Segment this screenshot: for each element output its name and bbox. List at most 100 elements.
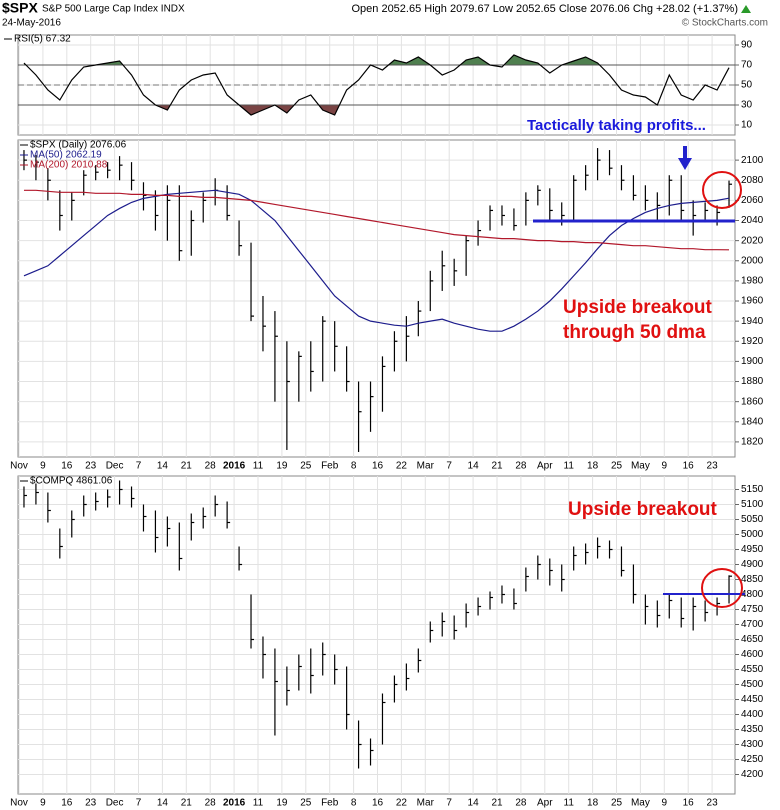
y-tick-label: 1960 <box>741 296 764 307</box>
x-tick-label: 14 <box>468 798 480 809</box>
rsi-line <box>23 54 730 116</box>
y-tick-label: 4500 <box>741 679 764 690</box>
arrow-head <box>678 158 692 170</box>
x-tick-label: 18 <box>587 798 599 809</box>
x-tick-label: 19 <box>276 798 288 809</box>
y-tick-label: 2060 <box>741 195 764 206</box>
annotation: Upside breakout <box>563 297 713 318</box>
breakout-circle <box>701 568 743 608</box>
panel <box>17 139 736 458</box>
x-tick-label: 21 <box>181 461 193 472</box>
x-tick-label: 8 <box>351 798 357 809</box>
x-tick-label: Apr <box>537 461 553 472</box>
y-tick-label: 2080 <box>741 175 764 186</box>
y-tick-label: 1940 <box>741 316 764 327</box>
x-tick-label: 9 <box>662 461 668 472</box>
legend-entry: MA(50) 2062.19 <box>30 150 102 161</box>
x-tick-label: Dec <box>106 798 124 809</box>
annotation: Upside breakout <box>568 499 718 520</box>
y-tick-label: 30 <box>741 100 753 111</box>
x-tick-label: 28 <box>515 461 527 472</box>
x-tick-label: May <box>631 798 650 809</box>
x-tick-label: 25 <box>611 461 623 472</box>
y-tick-label: 4700 <box>741 619 764 630</box>
x-tick-label: 11 <box>564 798 575 809</box>
up-icon <box>741 5 751 13</box>
x-tick-label: 11 <box>253 798 264 809</box>
x-tick-label: Feb <box>321 461 339 472</box>
moving-average <box>23 189 730 251</box>
x-tick-label: Dec <box>106 461 124 472</box>
y-tick-label: 4600 <box>741 649 764 660</box>
y-tick-label: 4350 <box>741 724 764 735</box>
x-tick-label: 28 <box>515 798 527 809</box>
x-tick-label: 16 <box>372 798 384 809</box>
x-tick-label: 28 <box>205 461 217 472</box>
x-tick-label: Mar <box>417 798 435 809</box>
x-tick-label: 23 <box>707 798 719 809</box>
x-tick-label: May <box>631 461 650 472</box>
x-tick-label: 25 <box>300 798 312 809</box>
x-tick-label: 23 <box>85 461 97 472</box>
x-tick-label: 21 <box>491 798 503 809</box>
y-tick-label: 2100 <box>741 155 764 166</box>
x-tick-label: 18 <box>587 461 599 472</box>
y-tick-label: 5050 <box>741 514 764 525</box>
legend-entry: $COMPQ 4861.06 <box>30 476 113 487</box>
y-tick-label: 4650 <box>741 634 764 645</box>
breakout-circle <box>702 171 742 209</box>
x-tick-label: 14 <box>468 461 480 472</box>
y-tick-label: 1860 <box>741 396 764 407</box>
legend-entry: RSI(5) 67.32 <box>14 34 71 45</box>
moving-average <box>23 189 730 332</box>
x-tick-label: 7 <box>446 461 452 472</box>
x-tick-label: 16 <box>61 798 73 809</box>
x-tick-label: 7 <box>446 798 452 809</box>
credit: © StockCharts.com <box>682 18 768 29</box>
annotation: Tactically taking profits... <box>527 117 706 134</box>
symbol: $SPX <box>2 0 38 16</box>
y-tick-label: 4200 <box>741 769 764 780</box>
x-tick-label: 16 <box>61 461 73 472</box>
description: S&P 500 Large Cap Index INDX <box>42 4 185 15</box>
x-tick-label: Nov <box>10 798 28 809</box>
x-tick-label: 19 <box>276 461 288 472</box>
y-tick-label: 4950 <box>741 544 764 555</box>
x-tick-label: Mar <box>417 461 435 472</box>
x-tick-label: Feb <box>321 798 339 809</box>
overbought-fill <box>23 55 730 65</box>
x-tick-label: Nov <box>10 461 28 472</box>
y-tick-label: 4300 <box>741 739 764 750</box>
x-tick-label: 9 <box>40 798 46 809</box>
x-tick-label: 11 <box>564 461 575 472</box>
y-tick-label: 5000 <box>741 529 764 540</box>
y-tick-label: 4800 <box>741 589 764 600</box>
y-tick-label: 5150 <box>741 484 764 495</box>
x-tick-label: 9 <box>40 461 46 472</box>
x-tick-label: 2016 <box>223 461 246 472</box>
y-tick-label: 4450 <box>741 694 764 705</box>
y-tick-label: 4250 <box>741 754 764 765</box>
y-tick-label: 4400 <box>741 709 764 720</box>
legend-entry: MA(200) 2010.88 <box>30 160 108 171</box>
x-tick-label: 16 <box>683 461 695 472</box>
legend-entry: $SPX (Daily) 2076.06 <box>30 140 127 151</box>
y-tick-label: 1900 <box>741 356 764 367</box>
y-tick-label: 2020 <box>741 235 764 246</box>
y-tick-label: 50 <box>741 80 753 91</box>
x-tick-label: Apr <box>537 798 553 809</box>
x-tick-label: 9 <box>662 798 668 809</box>
annotation: through 50 dma <box>563 322 706 343</box>
x-tick-label: 7 <box>136 798 142 809</box>
y-tick-label: 1920 <box>741 336 764 347</box>
x-tick-label: 25 <box>611 798 623 809</box>
x-tick-label: 25 <box>300 461 312 472</box>
x-tick-label: 23 <box>707 461 719 472</box>
x-tick-label: 14 <box>157 461 169 472</box>
y-tick-label: 70 <box>741 60 753 71</box>
x-tick-label: 14 <box>157 798 169 809</box>
x-tick-label: 11 <box>253 461 264 472</box>
y-tick-label: 2000 <box>741 255 764 266</box>
y-tick-label: 1980 <box>741 276 764 287</box>
